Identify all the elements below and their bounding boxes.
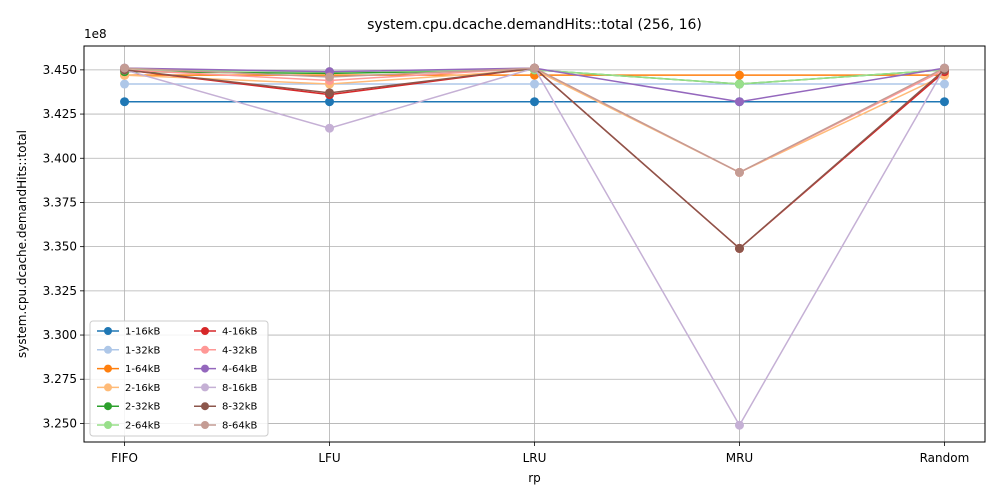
x-tick-label: LFU [318,451,340,465]
legend-item: 1-64kB [97,364,160,375]
legend-label: 2-64kB [125,421,160,432]
legend-item: 2-64kB [97,421,160,432]
data-point [734,97,744,107]
data-point [325,97,335,107]
legend-marker [201,383,209,392]
data-point [734,79,744,89]
legend-item: 1-16kB [97,327,160,338]
legend-label: 1-16kB [125,327,160,338]
y-tick-label: 3.425 [43,107,77,121]
data-point [530,97,539,107]
legend-item: 4-64kB [194,364,257,375]
data-point [530,63,539,73]
y-tick-label: 3.325 [43,284,77,298]
data-point [325,88,335,98]
legend-label: 8-16kB [222,383,257,394]
legend-marker [201,345,209,354]
legend-label: 4-64kB [222,364,257,375]
data-point [939,79,949,89]
x-tick-label: MRU [726,451,753,465]
data-point [120,63,130,73]
x-tick-label: FIFO [111,451,138,465]
data-point [734,243,744,253]
x-tick-label: Random [920,451,970,465]
legend-marker [104,402,112,411]
y-tick-label: 3.375 [43,195,77,209]
x-tick-label: LRU [523,451,547,465]
legend-item: 8-32kB [194,402,257,413]
data-point [325,123,335,133]
y-tick-label: 3.450 [43,63,77,77]
legend-marker [201,421,209,429]
legend-label: 2-16kB [125,383,160,394]
data-point [939,97,949,107]
legend-label: 8-64kB [222,421,257,432]
legend-label: 1-64kB [125,364,160,375]
series-layer [120,63,949,430]
chart-title: system.cpu.dcache.demandHits::total (256… [367,17,702,33]
legend-item: 4-16kB [194,327,257,338]
y-axis-label: system.cpu.dcache.demandHits::total [15,130,29,358]
legend-label: 4-16kB [222,327,257,338]
data-point [325,72,335,82]
data-point [120,97,130,107]
legend-label: 8-32kB [222,402,257,413]
data-point [734,70,744,80]
data-point [120,79,130,89]
data-point [734,420,744,430]
legend-marker [201,364,209,373]
legend-box [89,320,269,437]
legend-marker [201,402,209,411]
data-point [734,167,744,177]
legend-marker [104,345,112,354]
x-axis-ticks: FIFO LFU LRU MRU Random [111,442,969,465]
legend-marker [201,327,209,335]
y-tick-label: 3.400 [43,151,77,165]
y-tick-label: 3.275 [43,372,77,386]
legend-label: 4-32kB [222,345,257,356]
legend-item: 4-32kB [194,345,257,356]
data-point [939,63,949,73]
series-8-64kB [120,63,949,177]
legend-item: 1-32kB [97,345,160,356]
y-tick-label: 3.300 [43,328,77,342]
legend-label: 2-32kB [125,402,160,413]
legend: 1-16kB 1-32kB 1-64kB 2-16kB 2-32kB 2-64kB 4-16… [89,320,269,437]
legend-marker [104,364,112,373]
legend-marker [104,383,112,392]
legend-item: 8-16kB [194,383,257,394]
data-point [530,79,539,89]
y-axis-offset-label: 1e8 [84,27,107,41]
y-axis-ticks: 3.250 3.275 3.300 3.325 3.350 3.375 3.400 3.425… [43,63,84,430]
x-axis-label: rp [528,471,541,485]
legend-item: 2-32kB [97,402,160,413]
legend-marker [104,421,112,429]
y-tick-label: 3.250 [43,416,77,430]
y-tick-label: 3.350 [43,240,77,254]
legend-item: 2-16kB [97,383,160,394]
legend-marker [104,327,112,335]
legend-item: 8-64kB [194,421,257,432]
legend-label: 1-32kB [125,345,160,356]
